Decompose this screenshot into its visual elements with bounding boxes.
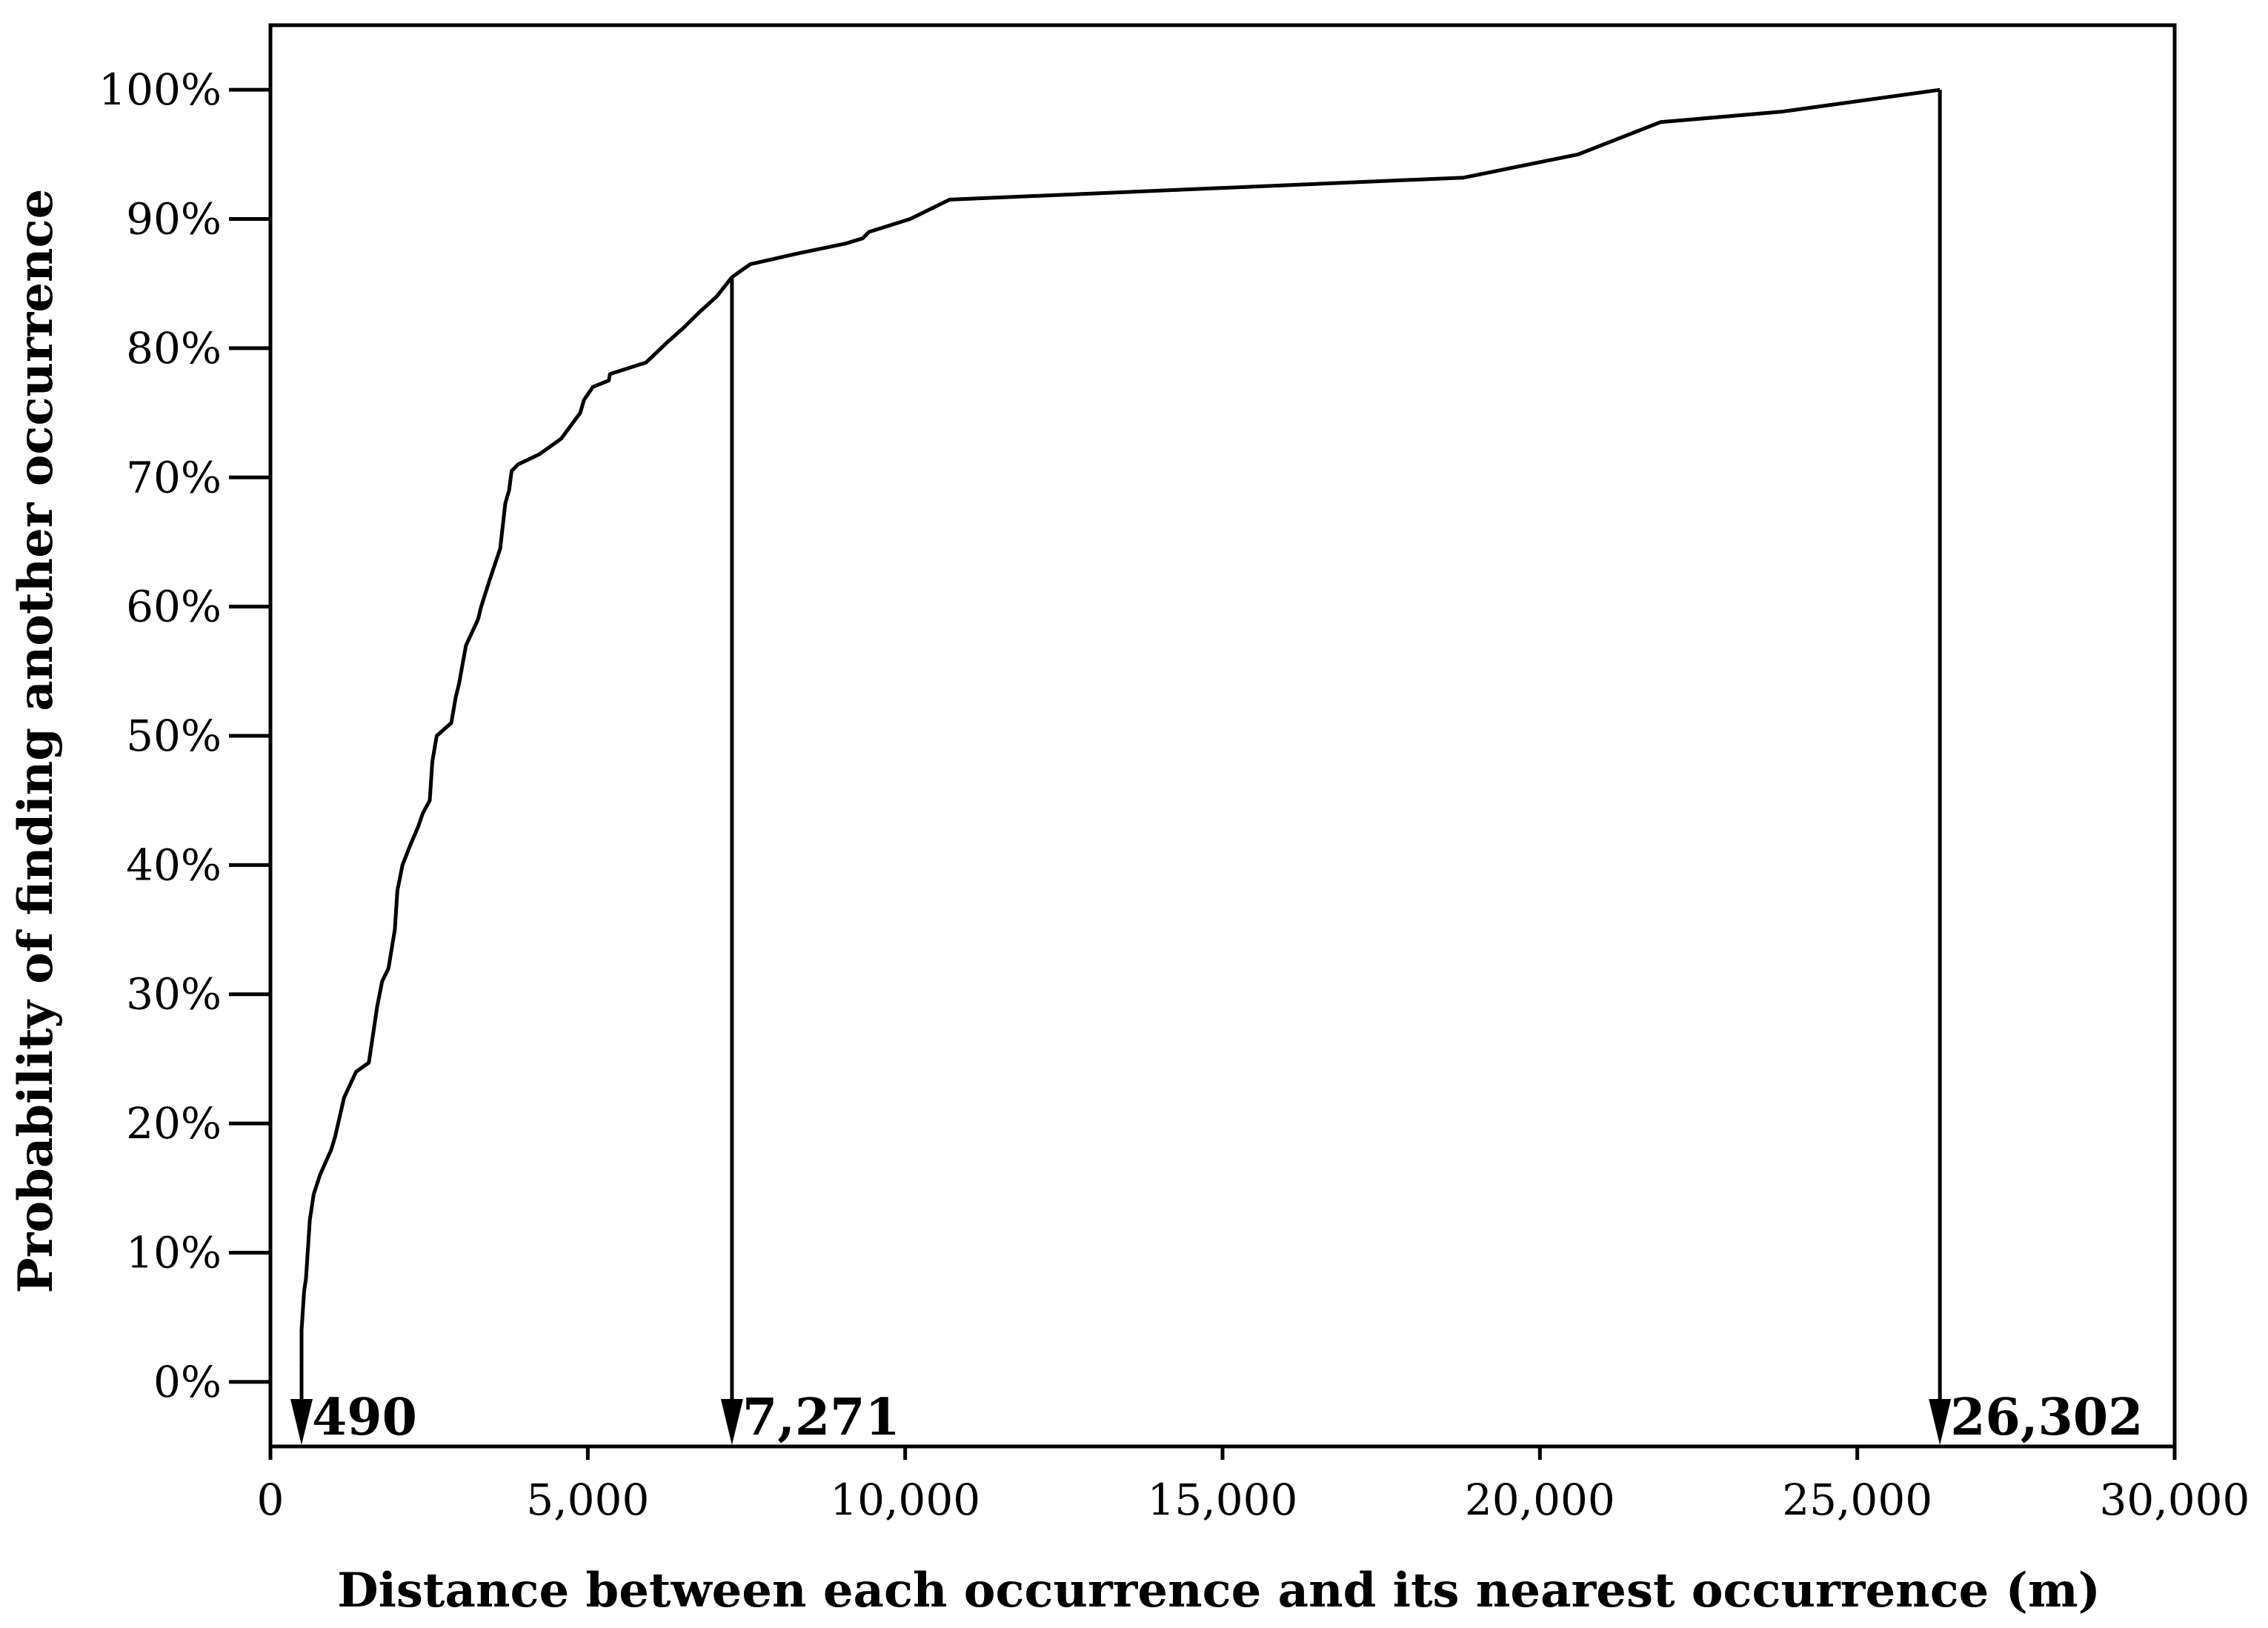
y-tick-label: 90% (126, 194, 222, 245)
x-tick-label: 10,000 (830, 1475, 980, 1525)
marker-label: 26,302 (1950, 1388, 2143, 1447)
x-tick-label: 15,000 (1148, 1475, 1298, 1525)
axis-ticks: 0 5,000 10,000 15,000 20,000 25,000 30,000 0% 10… (99, 64, 2249, 1525)
x-tick-label: 30,000 (2100, 1475, 2250, 1525)
x-tick-label: 20,000 (1465, 1475, 1615, 1525)
y-tick-label: 100% (99, 64, 222, 115)
y-tick-label: 80% (126, 323, 222, 373)
y-tick-label: 50% (126, 711, 222, 761)
marker-arrowhead (720, 1399, 743, 1445)
y-tick-label: 10% (126, 1227, 222, 1278)
markers: 490 7,271 26,302 (290, 90, 2143, 1447)
x-tick-label: 25,000 (1782, 1475, 1932, 1525)
y-tick-label: 60% (126, 582, 222, 632)
y-tick-label: 30% (126, 969, 222, 1020)
x-tick-label: 5,000 (526, 1475, 649, 1525)
x-tick-label: 0 (257, 1475, 285, 1525)
marker-arrowhead (1929, 1399, 1952, 1445)
y-tick-label: 20% (126, 1098, 222, 1149)
marker-arrowhead (290, 1399, 313, 1445)
marker-label: 490 (312, 1388, 417, 1447)
marker-label: 7,271 (742, 1388, 900, 1447)
y-axis-title: Probability of finding another occurrenc… (8, 189, 64, 1294)
y-tick-label: 0% (153, 1357, 222, 1407)
y-tick-label: 40% (126, 840, 222, 890)
cumulative-line (299, 87, 1941, 1363)
x-axis-title: Distance between each occurrence and its… (337, 1563, 2101, 1618)
y-tick-label: 70% (126, 452, 222, 502)
